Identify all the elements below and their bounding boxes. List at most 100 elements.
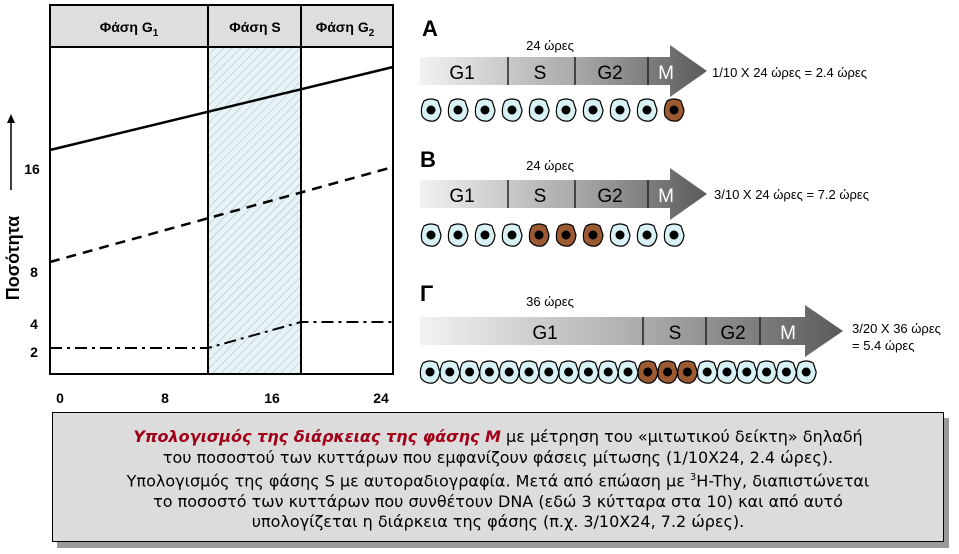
cell-row	[420, 98, 685, 122]
cell	[597, 360, 619, 384]
cell	[538, 360, 560, 384]
y-tick-16: 16	[24, 161, 40, 177]
cell	[582, 98, 604, 122]
segment-s: S	[669, 323, 682, 344]
x-tick-0: 0	[56, 390, 64, 406]
graph-header-bg	[50, 5, 393, 47]
cell	[419, 360, 441, 384]
cell	[420, 223, 442, 247]
labeled-cell	[663, 98, 685, 122]
y-axis-label: Ποσότητα	[3, 216, 23, 300]
caption-line-3: Υπολογισμός της φάσης S με αυτοραδιογραφ…	[53, 468, 943, 492]
phase-graph: Φάση G1 Φάση S Φάση G2 16 8 4 2 0 8 16 2…	[3, 4, 394, 406]
cell	[756, 360, 778, 384]
cell	[474, 223, 496, 247]
x-tick-8: 8	[161, 390, 169, 406]
cell	[558, 360, 580, 384]
cycle-arrow	[420, 45, 707, 97]
cell	[736, 360, 758, 384]
caption-text: H-Thy, διαπιστώνεται	[696, 471, 870, 491]
calc-text-line2: = 5.4 ώρες	[852, 338, 915, 353]
segment-m: M	[780, 323, 796, 344]
graph-frame	[49, 4, 394, 375]
segment-s: S	[534, 186, 547, 207]
cell	[528, 98, 550, 122]
segment-g1: G1	[449, 63, 474, 84]
cycle-duration: 36 ώρες	[526, 294, 574, 309]
header-g1: Φάση G1	[100, 19, 159, 39]
caption-line-1: Υπολογισμός της διάρκειας της φάσης Μ με…	[53, 427, 943, 448]
cell	[459, 360, 481, 384]
segment-m: M	[658, 186, 674, 207]
cell	[609, 98, 631, 122]
caption-superscript: 3	[689, 472, 697, 483]
panel-letter: A	[422, 16, 438, 41]
y-tick-2: 2	[30, 344, 38, 360]
x-tick-24: 24	[373, 390, 389, 406]
cycle-duration: 24 ώρες	[526, 38, 574, 53]
segment-s: S	[534, 63, 547, 84]
segment-g1: G1	[532, 323, 557, 344]
panel-letter: B	[420, 147, 436, 172]
y-tick-4: 4	[30, 316, 38, 332]
caption-line-4: το ποσοστό των κυττάρων που συνθέτουν DN…	[153, 491, 843, 511]
caption-box: Υπολογισμός της διάρκειας της φάσης Μ με…	[52, 412, 944, 542]
header-g2: Φάση G2	[316, 19, 375, 39]
line-2-to-4	[50, 321, 393, 349]
panel-c: Γ 36 ώρες G1 S G2 M 3/20 X 36 ώρες = 5.4…	[419, 281, 941, 384]
caption-line-2: του ποσοστού των κυττάρων που εμφανίζουν…	[162, 447, 834, 467]
labeled-cell	[582, 223, 604, 247]
segment-m: M	[658, 63, 674, 84]
cell	[501, 223, 523, 247]
cell	[555, 98, 577, 122]
panel-b: B 24 ώρες G1 S G2 M 3/10 X 24 ώρες = 7.2…	[420, 147, 869, 247]
cell	[474, 98, 496, 122]
y-tick-8: 8	[30, 264, 38, 280]
cell-cycle-panels: A 24 ώρες G1 S G2 M 1/10 X 24 ώρες = 2.4…	[419, 16, 941, 384]
segment-g2: G2	[597, 63, 622, 84]
caption-line-5: υπολογίζεται η διάρκεια της φάσης (π.χ. …	[251, 512, 745, 532]
calc-text: 3/10 X 24 ώρες = 7.2 ώρες	[714, 187, 869, 202]
cell	[447, 98, 469, 122]
cycle-arrow	[420, 168, 707, 220]
cell	[447, 223, 469, 247]
cell-row	[420, 223, 685, 247]
cell	[795, 360, 817, 384]
labeled-cell	[657, 360, 679, 384]
cell-row	[419, 360, 817, 384]
segment-g1: G1	[449, 186, 474, 207]
line-16-to-32	[49, 65, 394, 152]
caption-emphasis: Υπολογισμός της διάρκειας της φάσης Μ	[133, 427, 501, 446]
caption-text: με μέτρηση του «μιτωτικού δείκτη» δηλαδή	[500, 427, 863, 446]
cell	[609, 223, 631, 247]
cell	[518, 360, 540, 384]
caption-text: Μετά από επώαση με	[515, 471, 690, 491]
panel-a: A 24 ώρες G1 S G2 M 1/10 X 24 ώρες = 2.4…	[420, 16, 867, 122]
segment-g2: G2	[597, 186, 622, 207]
cell	[636, 223, 658, 247]
labeled-cell	[555, 223, 577, 247]
calc-text: 1/10 X 24 ώρες = 2.4 ώρες	[712, 65, 867, 80]
cell	[636, 98, 658, 122]
cell	[439, 360, 461, 384]
cycle-arrow	[420, 305, 843, 357]
segment-g2: G2	[720, 323, 745, 344]
cell	[617, 360, 639, 384]
labeled-cell	[637, 360, 659, 384]
cell	[696, 360, 718, 384]
caption-text: Υπολογισμός της φάσης S με αυτοραδιογραφ…	[126, 471, 511, 491]
cycle-duration: 24 ώρες	[526, 158, 574, 173]
cell	[420, 98, 442, 122]
calc-text-line1: 3/20 X 36 ώρες	[852, 321, 941, 336]
x-tick-16: 16	[264, 390, 280, 406]
header-s: Φάση S	[229, 19, 280, 35]
cell	[498, 360, 520, 384]
cell	[479, 360, 501, 384]
cell	[663, 223, 685, 247]
cell	[578, 360, 600, 384]
line-8-to-16	[49, 165, 394, 264]
panel-letter: Γ	[420, 281, 433, 306]
labeled-cell	[677, 360, 699, 384]
cell	[776, 360, 798, 384]
labeled-cell	[528, 223, 550, 247]
